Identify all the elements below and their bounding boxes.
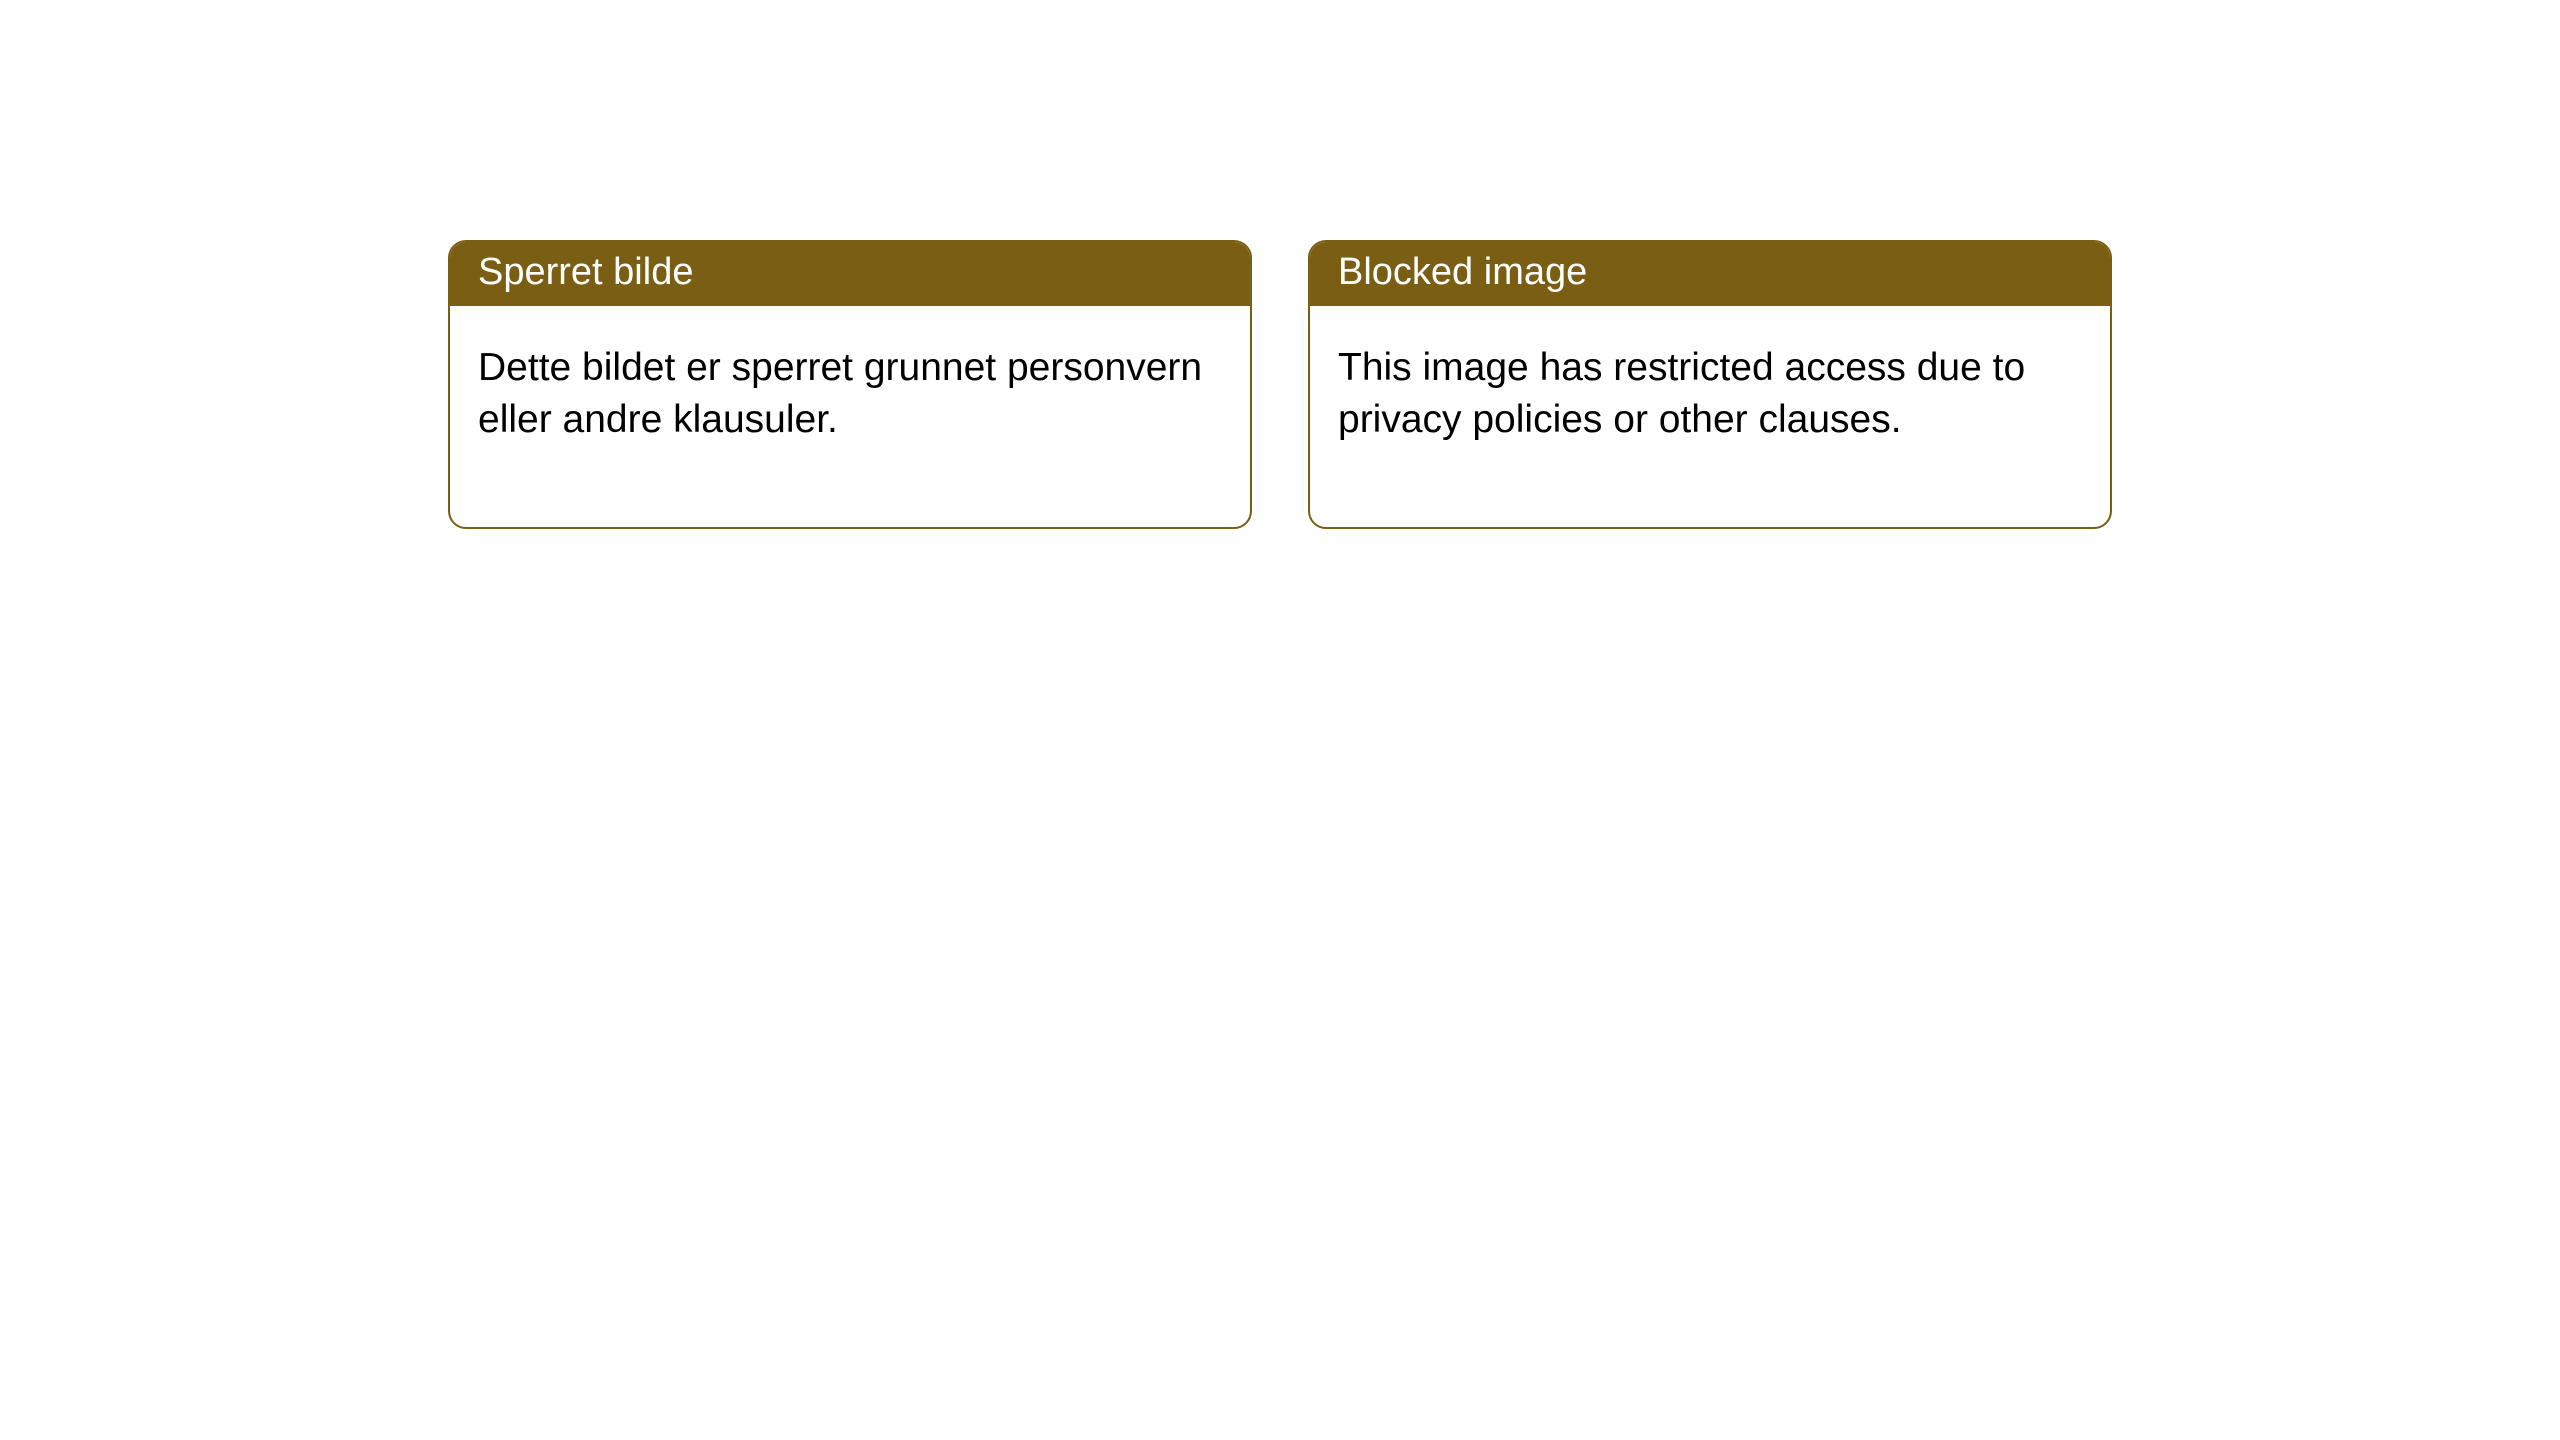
card-title-en: Blocked image <box>1338 251 1587 293</box>
card-body-en: This image has restricted access due to … <box>1310 306 2110 527</box>
blocked-image-card-no: Sperret bilde Dette bildet er sperret gr… <box>448 240 1252 529</box>
card-title-no: Sperret bilde <box>478 251 693 293</box>
card-message-en: This image has restricted access due to … <box>1338 346 2025 442</box>
card-message-no: Dette bildet er sperret grunnet personve… <box>478 346 1202 442</box>
notice-container: Sperret bilde Dette bildet er sperret gr… <box>0 0 2560 529</box>
card-body-no: Dette bildet er sperret grunnet personve… <box>450 306 1250 527</box>
card-header-no: Sperret bilde <box>450 242 1250 306</box>
card-header-en: Blocked image <box>1310 242 2110 306</box>
blocked-image-card-en: Blocked image This image has restricted … <box>1308 240 2112 529</box>
